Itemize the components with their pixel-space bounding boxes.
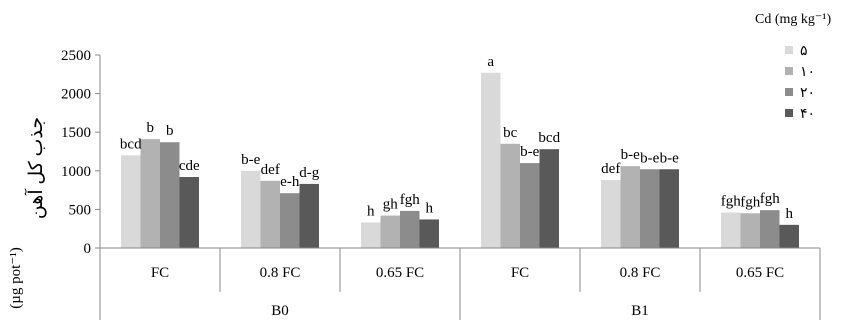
- y-tick-label: 1500: [61, 125, 91, 141]
- significance-letter: b: [147, 120, 155, 136]
- bar: [160, 142, 180, 248]
- bar: [621, 166, 641, 248]
- bar: [760, 210, 780, 248]
- significance-letter: b-e: [640, 150, 659, 166]
- x-tick-label: FC: [511, 265, 529, 281]
- y-tick-label: 1000: [61, 164, 91, 180]
- significance-letter: fgh: [740, 194, 760, 210]
- bar: [780, 225, 800, 248]
- bar: [361, 223, 381, 248]
- significance-letter: fgh: [760, 191, 780, 207]
- bar: [520, 163, 540, 248]
- legend: Cd (mg kg⁻¹) ۵ ۱۰ ۲۰ ۴۰: [755, 12, 831, 122]
- significance-letter: h: [426, 200, 434, 216]
- bar: [420, 219, 440, 248]
- bar: [640, 169, 660, 248]
- bar: [381, 216, 401, 248]
- legend-swatch: [785, 67, 793, 75]
- significance-letter: b-e: [621, 147, 640, 163]
- significance-letter: def: [601, 161, 620, 177]
- bar: [540, 149, 560, 248]
- y-axis-title: جذب کل آهن (µg pot⁻¹): [8, 117, 47, 309]
- significance-letter: a: [487, 54, 494, 70]
- x-tick-label: 0.8 FC: [260, 265, 301, 281]
- y-axis-title-persian: جذب کل آهن: [24, 117, 47, 219]
- x-tick-label: FC: [151, 265, 169, 281]
- significance-letter: cde: [179, 158, 200, 174]
- group-label: B0: [271, 303, 289, 319]
- significance-letter: gh: [383, 197, 399, 213]
- significance-letter: b-e: [520, 144, 539, 160]
- bar: [660, 169, 680, 248]
- y-axis-ticks: 0 500 1000 1500 2000 2500: [61, 48, 100, 257]
- x-tick-label: 0.8 FC: [620, 265, 661, 281]
- y-tick-label: 0: [84, 241, 92, 257]
- significance-letter: b-e: [241, 152, 260, 168]
- significance-letter: b: [166, 123, 174, 139]
- significance-letter: fgh: [721, 193, 741, 209]
- significance-letter: fgh: [400, 192, 420, 208]
- bar: [300, 184, 320, 248]
- legend-label: ۲۰: [800, 86, 815, 101]
- bar: [601, 180, 621, 248]
- significance-letter: b-e: [660, 150, 679, 166]
- bar: [400, 211, 420, 248]
- significance-letter: e-h: [280, 174, 300, 190]
- legend-swatch: [785, 46, 793, 54]
- group-label: B1: [631, 303, 649, 319]
- x-axis: FC 0.8 FC 0.65 FC FC 0.8 FC 0.65 FC B0 B1: [100, 248, 820, 320]
- significance-letter: h: [367, 204, 375, 220]
- legend-swatch: [785, 88, 793, 96]
- significance-letter: h: [786, 206, 794, 222]
- significance-letter: bcd: [538, 130, 560, 146]
- y-tick-label: 2000: [61, 87, 91, 103]
- bar: [501, 144, 521, 248]
- bar: [241, 171, 261, 248]
- bar: [180, 177, 200, 248]
- bar: [261, 181, 281, 248]
- significance-letter: d-g: [299, 165, 319, 181]
- significance-letter: bc: [503, 125, 518, 141]
- y-tick-label: 500: [69, 202, 92, 218]
- significance-letter: bcd: [120, 136, 142, 152]
- x-tick-label: 0.65 FC: [376, 265, 424, 281]
- legend-label: ۴۰: [800, 107, 815, 122]
- bars: [121, 73, 799, 248]
- y-tick-label: 2500: [61, 48, 91, 64]
- x-tick-label: 0.65 FC: [736, 265, 784, 281]
- bar: [481, 73, 501, 248]
- bar: [121, 155, 141, 248]
- bar: [741, 213, 761, 248]
- legend-label: ۱۰: [800, 65, 815, 80]
- bar: [721, 212, 741, 248]
- legend-title: Cd (mg kg⁻¹): [755, 12, 831, 27]
- significance-letter: def: [261, 162, 280, 178]
- legend-swatch: [785, 109, 793, 117]
- bar: [280, 193, 300, 248]
- bar: [141, 139, 161, 248]
- legend-label: ۵: [800, 44, 808, 59]
- y-axis-title-unit: (µg pot⁻¹): [8, 247, 24, 308]
